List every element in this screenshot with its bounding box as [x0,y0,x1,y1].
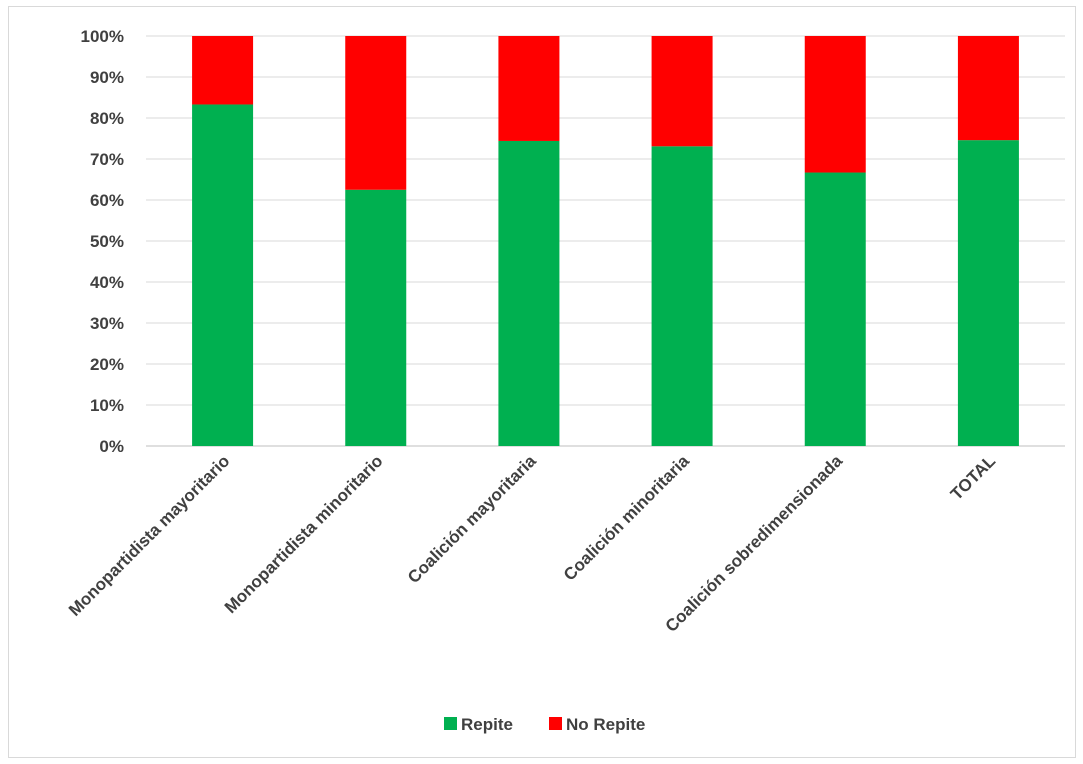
bar-repite [804,172,866,446]
y-tick-label: 60% [90,191,124,210]
y-tick-label: 0% [99,437,124,456]
bars [192,36,1019,447]
bar-repite [345,189,407,446]
y-tick-label: 10% [90,396,124,415]
y-tick-label: 30% [90,314,124,333]
y-tick-label: 100% [81,27,124,46]
bar-repite [498,140,560,446]
gridlines [146,35,1065,447]
bar-no-repite [651,36,713,147]
y-tick-label: 90% [90,68,124,87]
x-category-label: Coalición minoritaria [560,451,693,584]
x-axis: Monopartidista mayoritarioMonopartidista… [65,451,999,636]
legend-swatch-repite [444,717,457,730]
bar-no-repite [498,36,560,141]
legend-label-no-repite: No Repite [566,715,645,734]
bar-no-repite [345,36,407,190]
x-category-label: Monopartidista minoritario [221,451,387,617]
x-category-label: Monopartidista mayoritario [65,451,233,619]
y-tick-label: 70% [90,150,124,169]
legend: Repite No Repite [444,715,645,734]
bar-no-repite [957,36,1019,141]
y-tick-label: 40% [90,273,124,292]
x-category-label: Coalición mayoritaria [404,451,540,587]
bar-repite [957,140,1019,446]
chart-frame [8,6,1076,758]
bar-repite [192,104,254,446]
y-tick-label: 80% [90,109,124,128]
bar-no-repite [192,36,254,105]
x-category-label: TOTAL [947,451,999,503]
bar-repite [651,146,713,447]
y-tick-label: 20% [90,355,124,374]
x-category-label: Coalición sobredimensionada [662,451,847,636]
y-axis: 0% 10% 20% 30% 40% 50% 60% 70% 80% 90% 100% [81,27,124,456]
legend-swatch-no-repite [549,717,562,730]
legend-label-repite: Repite [461,715,513,734]
bar-no-repite [804,36,866,173]
y-tick-label: 50% [90,232,124,251]
